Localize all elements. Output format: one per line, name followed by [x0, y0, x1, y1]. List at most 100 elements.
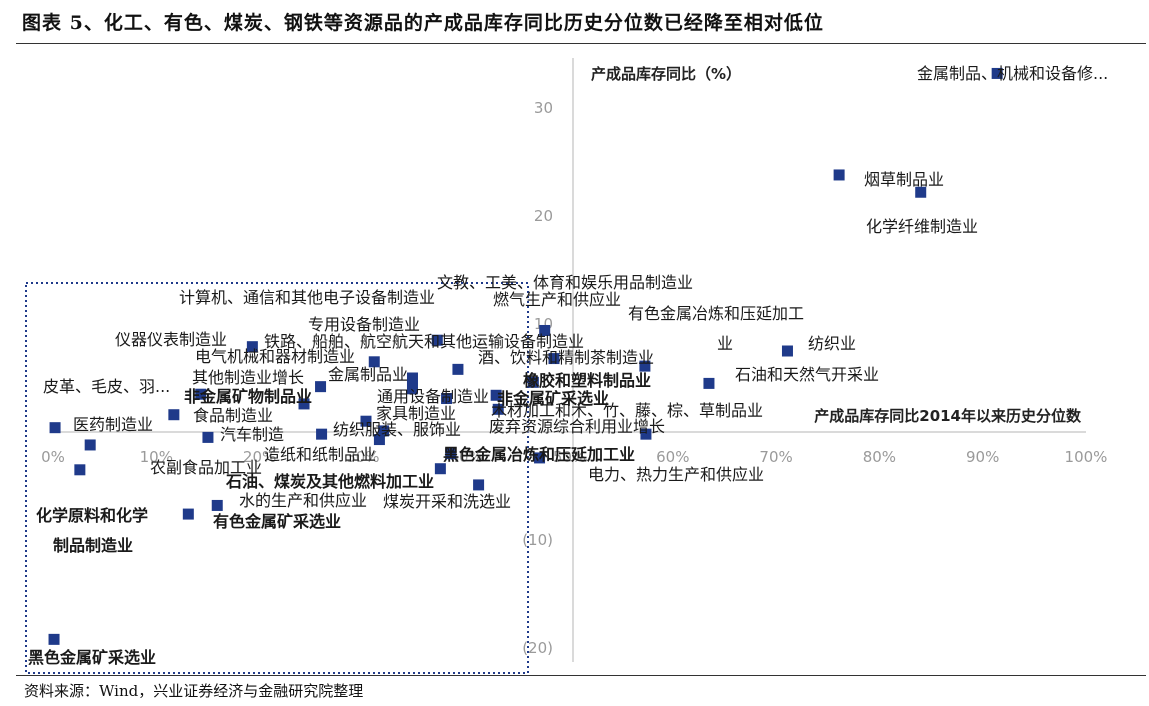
x-tick-label: 10%: [140, 448, 173, 466]
data-point: [639, 360, 651, 372]
data-point: [378, 425, 390, 437]
highlight-box: [25, 282, 529, 674]
data-point: [373, 434, 385, 446]
x-tick-label: 20%: [243, 448, 276, 466]
data-point: [431, 334, 443, 346]
data-label: 纺织服装、服饰业: [333, 420, 461, 439]
y-tick-label: (20): [522, 639, 553, 657]
data-point: [781, 345, 793, 357]
data-point: [84, 439, 96, 451]
x-tick-label: 50%: [553, 448, 586, 466]
x-tick-label: 80%: [863, 448, 896, 466]
data-label: 仪器仪表制造业: [115, 330, 227, 349]
data-point: [368, 356, 380, 368]
data-label: 制品制造业: [53, 536, 133, 555]
data-point: [74, 464, 86, 476]
data-label: 石油和天然气开采业: [735, 365, 879, 384]
x-tick-label: 60%: [656, 448, 689, 466]
data-label: 医药制造业: [73, 415, 153, 434]
data-point: [490, 389, 502, 401]
data-label: 黑色金属矿采选业: [28, 648, 156, 667]
data-label: 化学纤维制造业: [866, 217, 978, 236]
x-tick-label: 30%: [346, 448, 379, 466]
data-point: [452, 363, 464, 375]
data-label: 皮革、毛皮、羽...: [43, 377, 170, 396]
x-tick-label: 0%: [41, 448, 65, 466]
data-label: 水的生产和供应业: [239, 491, 367, 510]
data-label: 专用设备制造业: [308, 315, 420, 334]
data-point: [298, 398, 310, 410]
data-label: 燃气生产和供应业: [493, 290, 621, 309]
data-label: 橡胶和塑料制品业: [523, 371, 651, 390]
data-label: 农副食品加工业: [150, 458, 262, 477]
x-tick-label: 90%: [966, 448, 999, 466]
data-label: 非金属矿物制品业: [184, 387, 312, 406]
data-point: [441, 393, 453, 405]
y-tick-label: 20: [534, 207, 553, 225]
data-label: 造纸和纸制品业: [264, 445, 376, 464]
data-point: [703, 377, 715, 389]
x-tick-label: 40%: [450, 448, 483, 466]
data-label: 汽车制造: [220, 425, 284, 444]
data-label: 业: [717, 334, 733, 353]
data-point: [915, 186, 927, 198]
x-axis-title: 产成品库存同比2014年以来历史分位数: [814, 407, 1082, 425]
data-point: [445, 448, 457, 460]
data-point: [202, 431, 214, 443]
data-label: 金属制品业: [328, 365, 408, 384]
data-label: 废弃资源综合利用业增长: [489, 417, 665, 436]
data-label: 黑色金属冶炼和压延加工业: [443, 445, 635, 464]
data-label: 酒、饮料和精制茶制造业: [478, 348, 654, 367]
data-point: [492, 403, 504, 415]
x-tick-label: 70%: [759, 448, 792, 466]
data-label: 煤炭开采和洗选业: [383, 492, 511, 511]
data-point: [168, 409, 180, 421]
data-label: 电力、热力生产和供应业: [588, 465, 764, 484]
data-label: 食品制造业: [193, 406, 273, 425]
data-point: [195, 388, 207, 400]
data-point: [991, 67, 1003, 79]
data-point: [640, 428, 652, 440]
data-point: [211, 499, 223, 511]
data-label: 家具制造业: [376, 404, 456, 423]
data-point: [48, 633, 60, 645]
data-label: 石油、煤炭及其他燃料加工业: [225, 472, 434, 491]
data-label: 铁路、船舶、航空航天和其他运输设备制造业: [264, 332, 584, 351]
data-point: [49, 422, 61, 434]
data-point: [527, 376, 539, 388]
data-point: [539, 324, 551, 336]
data-label: 其他制造业增长: [192, 368, 304, 387]
data-point: [315, 381, 327, 393]
data-point: [534, 452, 546, 464]
data-point: [360, 415, 372, 427]
y-tick-label: 30: [534, 99, 553, 117]
data-point: [833, 169, 845, 181]
data-label: 金属制品、机械和设备修...: [917, 64, 1108, 83]
data-label: 烟草制品业: [864, 170, 944, 189]
data-point: [548, 353, 560, 365]
y-axis-title: 产成品库存同比（%）: [591, 65, 741, 83]
y-tick-label: (10): [522, 531, 553, 549]
source-note: 资料来源：Wind，兴业证券经济与金融研究院整理: [24, 682, 364, 700]
data-label: 文教、工美、体育和娱乐用品制造业: [437, 273, 693, 292]
data-label: 有色金属冶炼和压延加工: [628, 304, 804, 323]
footer-rule: [16, 675, 1146, 676]
data-point: [182, 508, 194, 520]
data-label: 有色金属矿采选业: [213, 512, 341, 531]
data-label: 计算机、通信和其他电子设备制造业: [179, 288, 435, 307]
data-label: 电气机械和器材制造业: [195, 347, 355, 366]
data-point: [406, 383, 418, 395]
chart-title: 图表 5、化工、有色、煤炭、钢铁等资源品的产成品库存同比历史分位数已经降至相对低…: [22, 12, 824, 34]
x-tick-label: 100%: [1065, 448, 1108, 466]
data-point: [316, 428, 328, 440]
data-label: 非金属矿采选业: [497, 389, 609, 408]
data-point: [434, 463, 446, 475]
data-point: [246, 341, 258, 353]
data-label: 化学原料和化学: [36, 506, 148, 525]
data-label: 木材加工和木、竹、藤、棕、草制品业: [491, 401, 763, 420]
data-label: 通用设备制造业: [377, 387, 489, 406]
data-point: [473, 479, 485, 491]
data-point: [406, 372, 418, 384]
data-label: 纺织业: [808, 334, 856, 353]
